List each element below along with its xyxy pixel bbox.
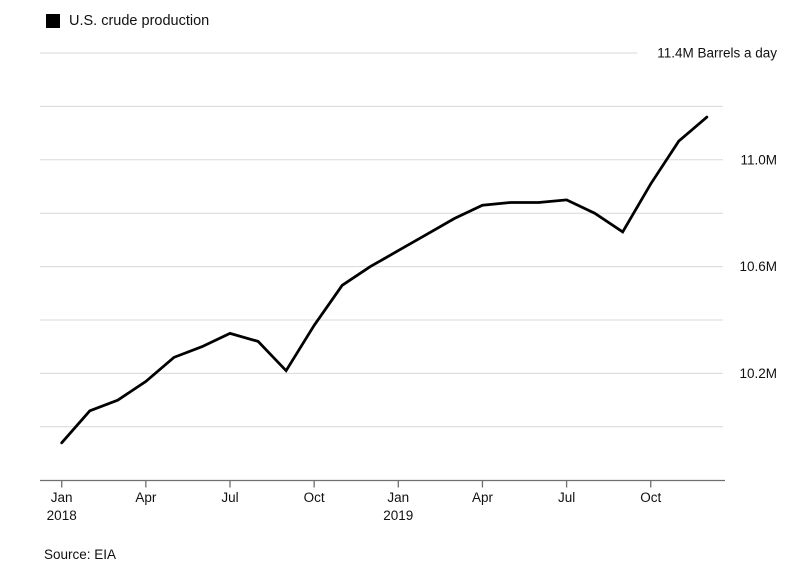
- x-axis-label: Jan: [51, 490, 73, 505]
- x-axis-year-label: 2019: [383, 508, 413, 523]
- x-axis-label: Oct: [304, 490, 325, 505]
- y-axis-label: 10.2M: [739, 366, 777, 381]
- legend-swatch-icon: [46, 14, 60, 28]
- y-axis-label: 10.6M: [739, 259, 777, 274]
- x-axis-label: Oct: [640, 490, 661, 505]
- x-axis-label: Apr: [135, 490, 157, 505]
- production-series-line: [60, 115, 709, 445]
- x-axis-label: Jul: [221, 490, 238, 505]
- x-axis-label: Apr: [472, 490, 494, 505]
- x-axis-label: Jul: [558, 490, 575, 505]
- y-axis-label: 11.4M Barrels a day: [657, 46, 777, 61]
- y-axis-label: 11.0M: [740, 152, 777, 167]
- legend: U.S. crude production: [46, 13, 209, 29]
- legend-label: U.S. crude production: [69, 13, 210, 29]
- x-axis-label: Jan: [387, 490, 409, 505]
- x-axis-year-label: 2018: [47, 508, 77, 523]
- source-label: Source: EIA: [44, 547, 117, 562]
